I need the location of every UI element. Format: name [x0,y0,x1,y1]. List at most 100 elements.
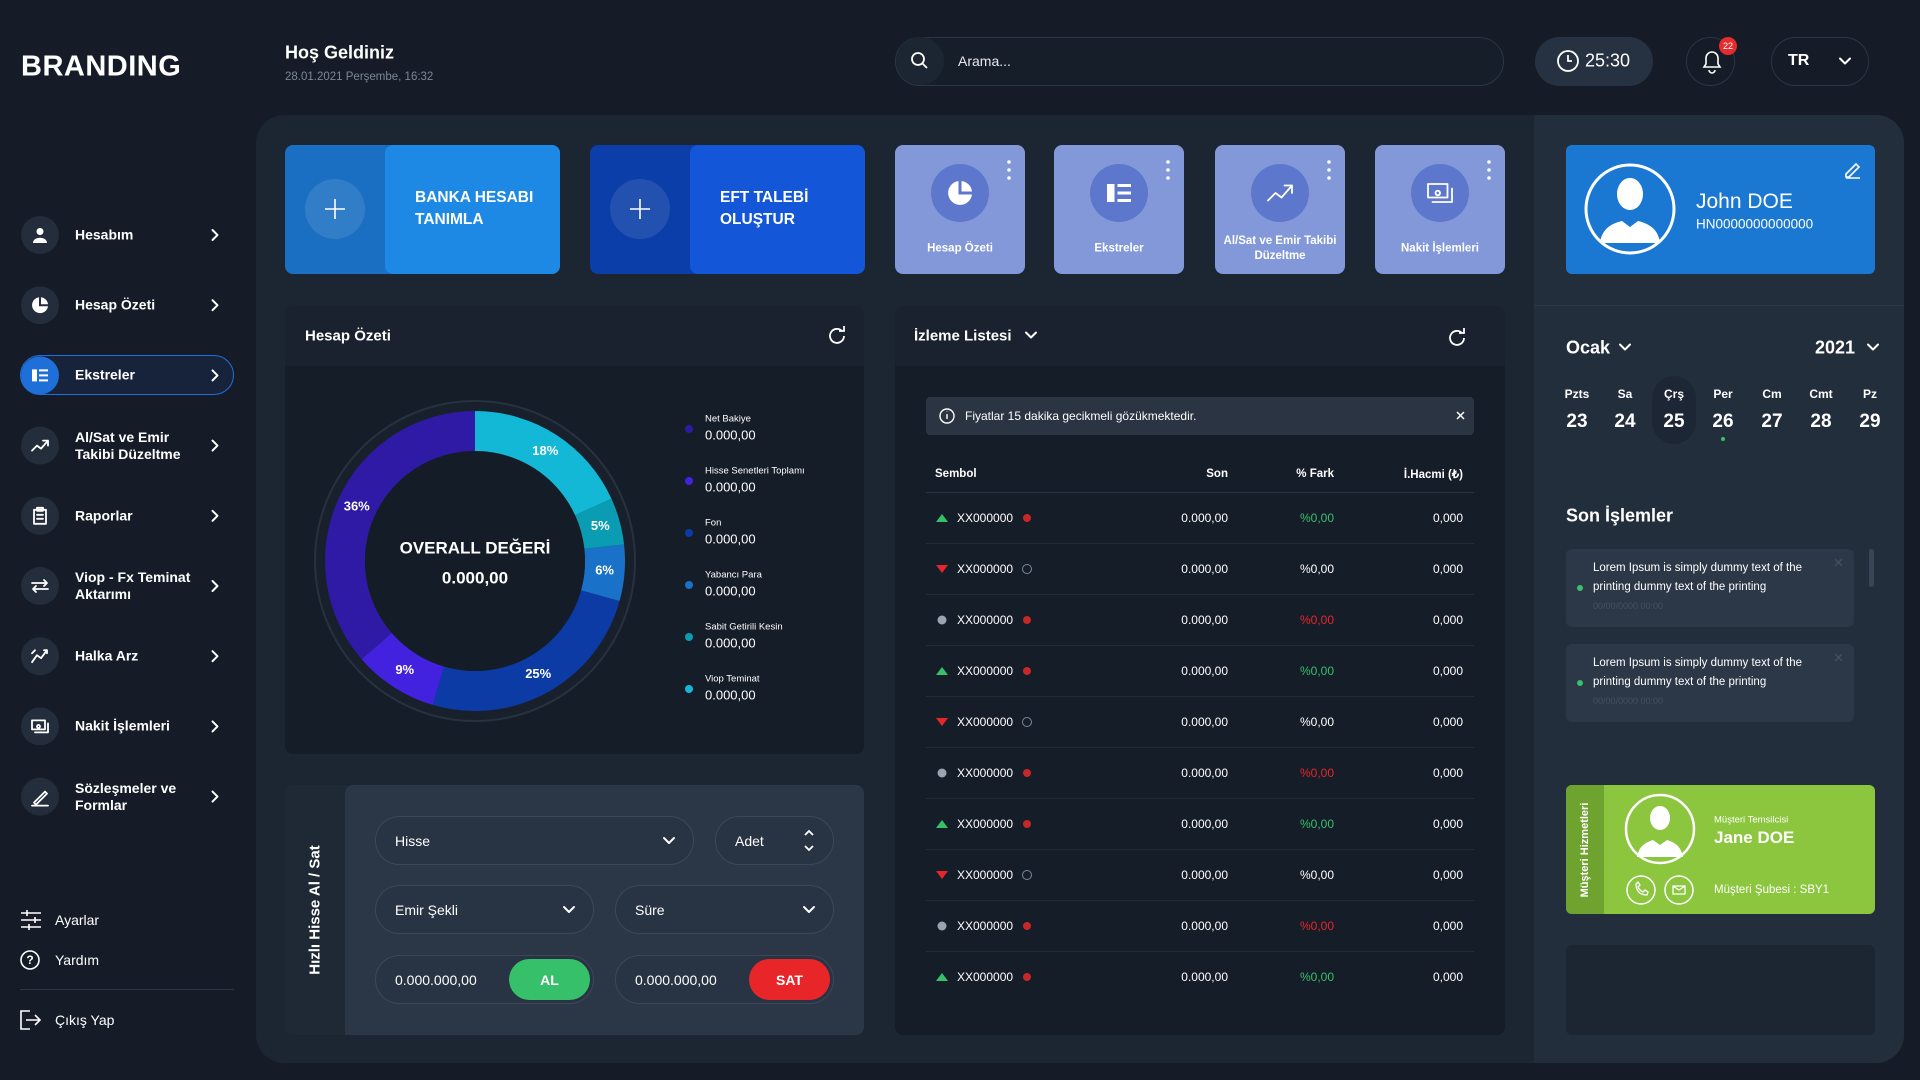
legend-value: 0.000,00 [705,427,756,443]
legend-label: Yabancı Para [705,569,762,581]
legend-label: Viop Teminat [705,673,760,685]
form-field-text: Adet [735,832,764,849]
form-field[interactable] [615,885,834,934]
volume: 0,000 [1432,664,1463,678]
search-box[interactable] [895,37,1504,86]
row-rule [926,849,1474,850]
volume: 0,000 [1432,562,1463,576]
quick-action-card-face [690,145,865,274]
footer-label: Ayarlar [55,912,100,928]
legend-value: 0.000,00 [705,635,756,651]
timer-pill[interactable] [1535,37,1653,86]
notice-text: Fiyatlar 15 dakika gecikmeli gözükmekted… [965,409,1197,423]
last: 0.000,00 [1181,766,1228,780]
row-rule [926,951,1474,952]
form-field[interactable] [375,885,594,934]
timer: 25:30 [1585,50,1631,71]
buy-button[interactable] [509,959,590,1000]
last: 0.000,00 [1181,817,1228,831]
quick-action-card-face [385,145,560,274]
calendar-month: Ocak [1566,337,1611,358]
menu-label: Halka Arz [75,647,139,664]
calendar-day-name: Cmt [1809,387,1833,401]
scrollbar [1869,549,1874,587]
shortcut-label: Nakit İşlemleri [1401,242,1479,255]
menu-label: Nakit İşlemleri [75,717,170,734]
last: 0.000,00 [1181,970,1228,984]
volume: 0,000 [1432,511,1463,525]
change: %0,00 [1299,664,1334,678]
legend-value: 0.000,00 [705,531,756,547]
symbol: XX000000 [957,766,1014,780]
change: %0,00 [1299,868,1334,882]
change: %0,00 [1299,715,1334,729]
legend-label: Sabit Getirili Kesin [705,621,783,633]
shortcut-label: Al/Sat ve Emir Takibi Düzeltme [1223,235,1337,262]
last: 0.000,00 [1181,919,1228,933]
rep-role: Müşteri Temsilcisi [1714,814,1789,826]
recent-title: Son İşlemler [1566,505,1674,526]
last: 0.000,00 [1181,868,1228,882]
calendar-day-selected[interactable] [1652,376,1696,444]
symbol: XX000000 [957,868,1014,882]
symbol: XX000000 [957,970,1014,984]
volume: 0,000 [1432,868,1463,882]
volume: 0,000 [1432,766,1463,780]
menu-label: Ekstreler [75,366,135,383]
rep-card [1566,785,1875,914]
form-field[interactable] [375,816,694,865]
calendar-day-name: Pz [1862,387,1877,401]
symbol: XX000000 [957,613,1014,627]
row-rule [926,696,1474,697]
form-field-text: 0.000.000,00 [635,971,717,988]
table-rule [926,492,1474,493]
change: %0,00 [1299,919,1334,933]
symbol: XX000000 [957,511,1014,525]
bell-button[interactable] [1686,37,1735,86]
form-field-text: Emir Şekli [395,901,459,918]
form-field[interactable] [715,816,834,865]
calendar-date: 27 [1761,411,1783,432]
calendar-date: 25 [1663,411,1685,432]
menu-label: Hesap Özeti [75,296,156,313]
legend-label: Hisse Senetleri Toplamı [705,465,805,477]
volume: 0,000 [1432,919,1463,933]
menu-label: Viop - Fx Teminat Aktarımı [75,569,191,602]
change: %0,00 [1299,511,1334,525]
profile-id: HN0000000000000 [1696,216,1814,232]
form-field-text: Süre [635,901,665,918]
recent-card[interactable] [1566,549,1854,627]
quick-action-label: EFT TALEBİ OLUŞTUR [720,189,809,228]
menu-label: Al/Sat ve Emir Takibi Düzeltme [75,428,181,462]
form-field-text: 0.000.000,00 [395,971,477,988]
legend-label: Fon [705,517,722,529]
menu-label: Hesabım [75,226,134,243]
symbol: XX000000 [957,562,1014,576]
footer-label: Yardım [55,952,100,968]
rep-side [1566,785,1604,914]
change: %0,00 [1299,613,1334,627]
sell-button[interactable] [749,959,830,1000]
rep-name: Jane DOE [1714,828,1795,847]
last: 0.000,00 [1181,715,1228,729]
footer-item[interactable] [18,1006,218,1034]
right-divider [1534,305,1904,306]
empty-card [1566,945,1875,1035]
recent-date: 00/00/0000 00:00 [1593,696,1664,706]
header-title: Hoş Geldiniz [285,42,395,63]
shortcut-label: Hesap Özeti [927,242,993,255]
calendar-year: 2021 [1814,337,1855,358]
calendar-day-name: Per [1713,387,1733,401]
volume: 0,000 [1432,970,1463,984]
footer-item[interactable] [18,946,218,974]
calendar-date: 23 [1566,411,1588,432]
summary-body [285,366,864,754]
recent-text: Lorem Ipsum is simply dummy text of the … [1593,562,1802,593]
row-rule [926,900,1474,901]
recent-card[interactable] [1566,644,1854,722]
row-rule [926,798,1474,799]
language-select[interactable] [1771,37,1869,86]
footer-item[interactable] [18,906,218,934]
header-date: 28.01.2021 Perşembe, 16:32 [285,71,434,83]
